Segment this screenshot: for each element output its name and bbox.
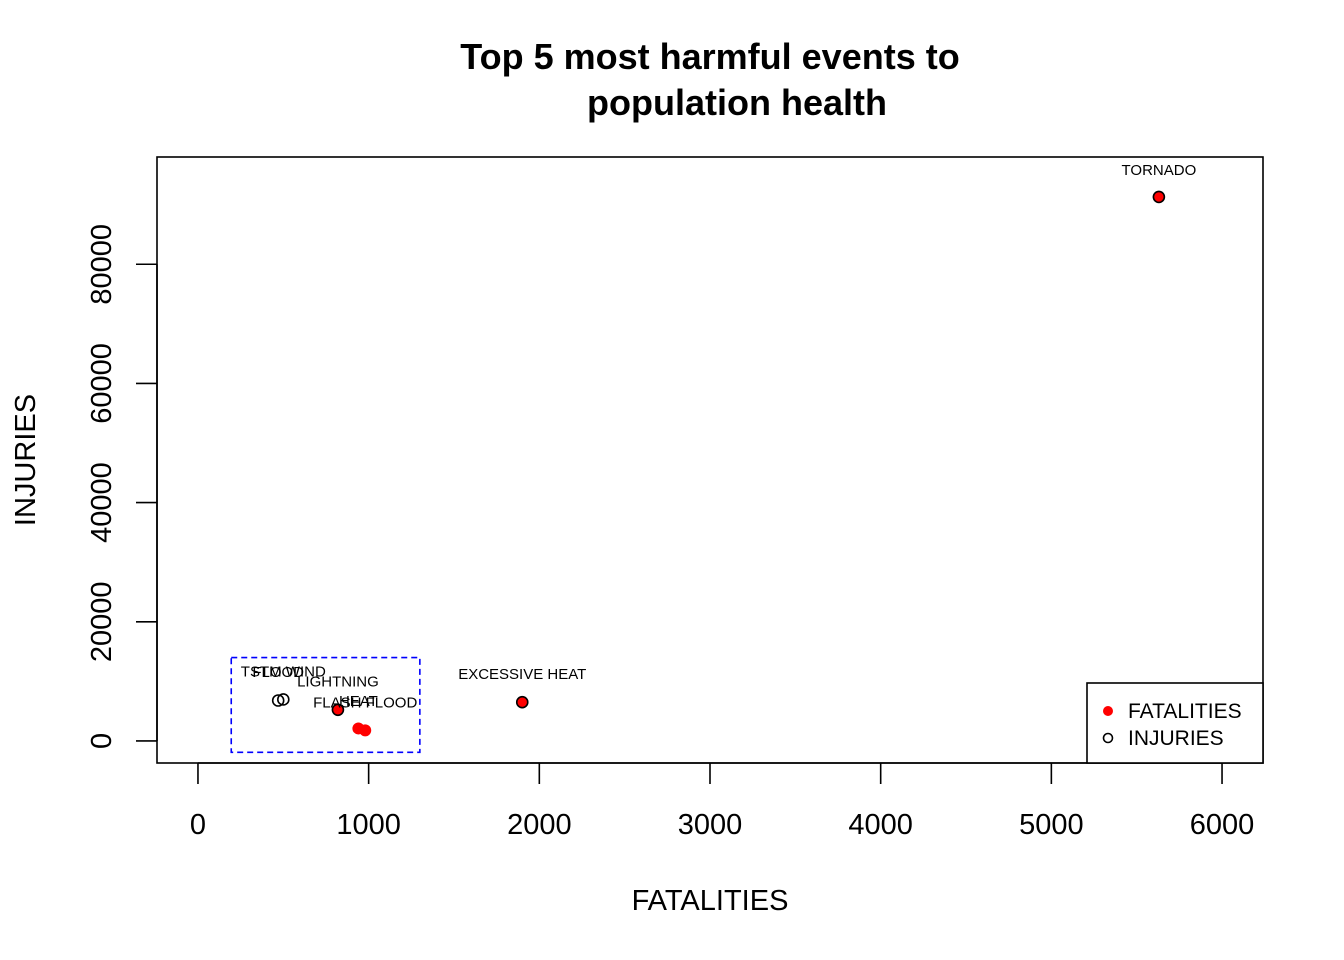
- x-tick-label: 6000: [1190, 809, 1255, 841]
- injuries-point: [515, 695, 529, 709]
- chart-title-line-2: population health: [587, 82, 887, 123]
- point-labels-layer: TORNADO EXCESSIVE HEAT TSTM WINDFLOODLIGHT…: [241, 162, 1196, 712]
- point-label: EXCESSIVE HEAT: [458, 666, 586, 683]
- point-label: TSTM WIND: [241, 664, 326, 681]
- injuries-point: [277, 693, 290, 706]
- legend-label: INJURIES: [1128, 727, 1224, 750]
- point-label: FLOOD: [252, 664, 304, 681]
- x-tick-label: 0: [190, 809, 206, 841]
- legend-box: [1086, 682, 1264, 764]
- point-label: FLASH FLOOD: [313, 695, 417, 712]
- legend: FATALITIES INJURIES: [1086, 682, 1264, 764]
- x-tick-label: 3000: [678, 809, 743, 841]
- point-label: TORNADO: [1122, 162, 1197, 179]
- x-tick-label: 4000: [848, 809, 913, 841]
- y-tick-label: 40000: [86, 462, 118, 543]
- data-points-layer: [271, 190, 1166, 737]
- legend-label: FATALITIES: [1128, 700, 1242, 723]
- fatalities-point: [352, 722, 365, 735]
- highlight-box-layer: [230, 656, 421, 754]
- injuries-point: [331, 703, 345, 717]
- highlight-box: [230, 656, 421, 754]
- x-axis: 0 1000 2000 3000 4000 5000 6000: [190, 762, 1255, 841]
- legend-injuries-marker: [1102, 732, 1114, 744]
- point-label: LIGHTNING: [297, 674, 379, 691]
- x-tick-label: 5000: [1019, 809, 1084, 841]
- y-axis-title: INJURIES: [10, 394, 42, 526]
- chart-title-line-1: Top 5 most harmful events to: [460, 36, 959, 77]
- y-tick-label: 20000: [86, 581, 118, 662]
- legend-fatalities-marker: [1103, 706, 1113, 716]
- x-tick-label: 2000: [507, 809, 572, 841]
- x-tick-label: 1000: [336, 809, 401, 841]
- y-tick-label: 0: [86, 733, 118, 749]
- x-axis-title: FATALITIES: [632, 885, 789, 917]
- injuries-point: [1152, 190, 1166, 204]
- y-axis: 0 20000 40000 60000 80000: [86, 224, 158, 749]
- y-tick-label: 60000: [86, 343, 118, 424]
- point-label: HEAT: [339, 693, 378, 710]
- injuries-point: [271, 694, 285, 707]
- y-tick-label: 80000: [86, 224, 118, 305]
